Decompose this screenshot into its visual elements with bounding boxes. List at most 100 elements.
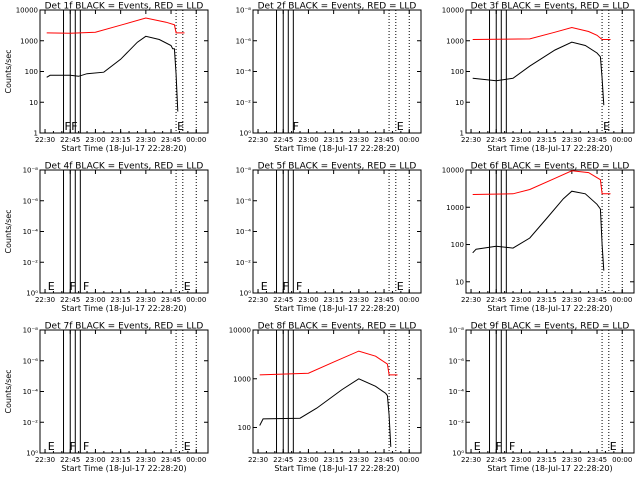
x-tick-label: 23:15	[111, 296, 131, 304]
x-tick-label: 00:00	[186, 296, 206, 304]
x-tick-label: 23:45	[587, 296, 607, 304]
x-tick-label: 23:15	[324, 136, 344, 144]
flag-E: E	[177, 120, 184, 133]
x-tick-label: 23:00	[511, 136, 531, 144]
y-axis-label: Counts/sec	[4, 49, 13, 93]
x-tick-label: 00:00	[399, 456, 419, 464]
x-tick-label: 22:45	[486, 296, 506, 304]
x-tick-label: 23:00	[85, 136, 105, 144]
panel-1: Det 1f BLACK = Events, RED = LLD 22:30 22:…	[4, 2, 209, 153]
flag-E: E	[261, 280, 268, 293]
x-axis-label: Start Time (18-Jul-17 22:28:20)	[274, 144, 399, 153]
flag-E: E	[397, 280, 404, 293]
x-axis-label: Start Time (18-Jul-17 22:28:20)	[274, 464, 399, 473]
x-tick-label: 22:30	[35, 136, 55, 144]
x-tick-label: 23:45	[587, 136, 607, 144]
y-tick-label: 10⁻²	[449, 419, 465, 427]
x-tick-label: 23:30	[136, 456, 156, 464]
x-tick-label: 00:00	[399, 136, 419, 144]
y-tick-label: 10	[29, 99, 38, 107]
x-tick-label: 22:45	[486, 136, 506, 144]
flag-E: E	[610, 440, 617, 453]
x-tick-label: 00:00	[612, 456, 632, 464]
y-tick-label: 100	[25, 68, 38, 76]
x-tick-label: 23:00	[298, 296, 318, 304]
panel-6: Det 6f BLACK = Events, RED = LLD 22:30 22:…	[442, 162, 635, 313]
x-tick-label: 22:30	[35, 296, 55, 304]
y-tick-label: 10⁰	[239, 130, 251, 138]
y-tick-label: 10⁰	[26, 290, 38, 298]
x-tick-label: 23:00	[85, 296, 105, 304]
y-tick-label: 10⁻⁶	[236, 197, 252, 205]
events-series-line	[259, 378, 392, 447]
x-tick-label: 00:00	[612, 136, 632, 144]
y-tick-label: 10⁻⁸	[23, 327, 39, 335]
y-tick-label: 10000	[16, 7, 38, 15]
y-tick-label: 10⁻⁴	[23, 228, 39, 236]
flag-E: E	[184, 280, 191, 293]
y-tick-label: 10⁰	[452, 450, 464, 458]
x-tick-label: 23:00	[298, 136, 318, 144]
x-axis-label: Start Time (18-Jul-17 22:28:20)	[487, 304, 612, 313]
panel-5: Det 5f BLACK = Events, RED = LLD 22:30 22:…	[236, 162, 422, 313]
flag-E: E	[397, 120, 404, 133]
flag-F: F	[496, 440, 502, 453]
panel-title: Det 6f BLACK = Events, RED = LLD	[471, 162, 630, 172]
y-tick-label: 10⁻⁴	[449, 388, 465, 396]
flag-F: F	[70, 440, 76, 453]
y-tick-label: 10⁻²	[236, 99, 252, 107]
x-tick-label: 00:00	[186, 136, 206, 144]
panel-7: Det 7f BLACK = Events, RED = LLD 22:30 22:…	[4, 322, 209, 473]
y-tick-label: 10⁻⁸	[236, 167, 252, 175]
panel-title: Det 7f BLACK = Events, RED = LLD	[45, 322, 204, 332]
x-tick-label: 23:45	[161, 456, 181, 464]
x-tick-label: 22:45	[60, 456, 80, 464]
x-tick-label: 22:45	[60, 136, 80, 144]
x-tick-label: 22:45	[486, 456, 506, 464]
x-tick-label: 23:00	[511, 296, 531, 304]
x-tick-label: 22:30	[461, 456, 481, 464]
events-series-line	[472, 190, 605, 271]
flag-E: E	[184, 440, 191, 453]
y-tick-label: 10⁻⁴	[23, 388, 39, 396]
y-tick-label: 1	[460, 130, 464, 138]
x-tick-label: 23:30	[349, 296, 369, 304]
events-series-line	[46, 35, 179, 112]
x-tick-label: 23:00	[511, 456, 531, 464]
y-tick-label: 100	[451, 68, 464, 76]
x-tick-label: 22:45	[273, 136, 293, 144]
x-axis-label: Start Time (18-Jul-17 22:28:20)	[487, 464, 612, 473]
x-tick-label: 23:45	[161, 296, 181, 304]
flag-E: E	[48, 440, 55, 453]
flag-F: F	[83, 440, 89, 453]
panel-title: Det 5f BLACK = Events, RED = LLD	[258, 162, 417, 172]
x-tick-label: 23:45	[161, 136, 181, 144]
y-tick-label: 10⁰	[239, 290, 251, 298]
x-tick-label: 23:15	[537, 456, 557, 464]
y-tick-label: 10⁻⁸	[23, 167, 39, 175]
flag-F: F	[293, 120, 299, 133]
x-tick-label: 23:15	[537, 136, 557, 144]
panel-4: Det 4f BLACK = Events, RED = LLD 22:30 22:…	[4, 162, 209, 313]
panel-title: Det 4f BLACK = Events, RED = LLD	[45, 162, 204, 172]
lld-series-line	[472, 26, 611, 40]
flag-F: F	[71, 120, 77, 133]
y-tick-label: 10⁻⁶	[23, 197, 39, 205]
x-tick-label: 22:30	[461, 296, 481, 304]
flag-F: F	[65, 120, 71, 133]
x-tick-label: 22:45	[273, 296, 293, 304]
y-tick-label: 10	[455, 278, 464, 286]
x-axis-label: Start Time (18-Jul-17 22:28:20)	[487, 144, 612, 153]
panel-title: Det 8f BLACK = Events, RED = LLD	[258, 322, 417, 332]
x-axis-label: Start Time (18-Jul-17 22:28:20)	[61, 144, 186, 153]
x-tick-label: 23:15	[324, 296, 344, 304]
lld-series-line	[259, 350, 398, 376]
x-tick-label: 22:45	[60, 296, 80, 304]
panel-title: Det 9f BLACK = Events, RED = LLD	[471, 322, 630, 332]
y-tick-label: 10⁻⁸	[449, 327, 465, 335]
y-tick-label: 10⁻⁸	[236, 7, 252, 15]
y-tick-label: 100	[238, 424, 251, 432]
flag-F: F	[83, 280, 89, 293]
x-tick-label: 00:00	[186, 456, 206, 464]
x-tick-label: 00:00	[612, 296, 632, 304]
